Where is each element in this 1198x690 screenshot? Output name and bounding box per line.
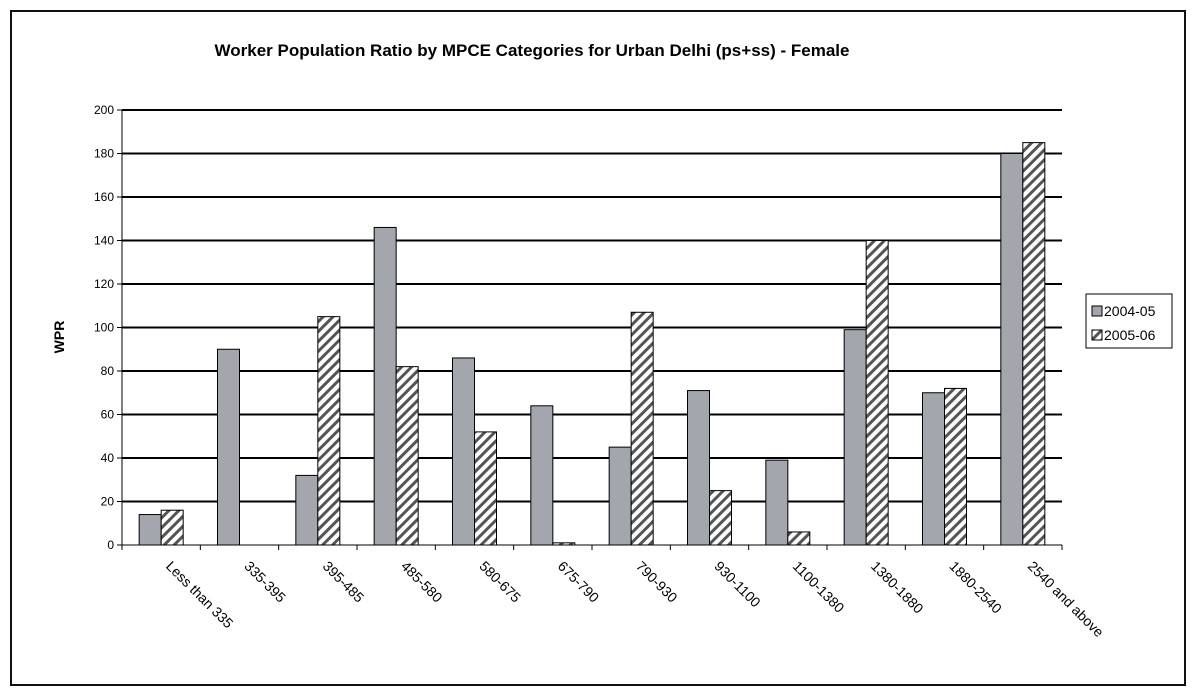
bar-2004-05-675-790 — [530, 405, 554, 546]
y-tick-label: 40 — [101, 451, 115, 465]
x-tick-label: 675-790 — [555, 558, 603, 606]
y-tick-label: 180 — [94, 147, 114, 161]
y-axis-label: WPR — [51, 321, 67, 354]
y-tick-label: 160 — [94, 190, 114, 204]
y-tick-label: 120 — [94, 277, 114, 291]
bar-2005-06-1380-1880 — [865, 240, 889, 546]
y-tick-label: 200 — [94, 103, 114, 117]
legend-label-2005-06: 2005-06 — [1104, 327, 1156, 343]
x-tick-label: 395-485 — [320, 558, 368, 606]
legend-label-2004-05: 2004-05 — [1104, 303, 1156, 319]
y-tick-label: 20 — [101, 495, 115, 509]
x-tick-label: 335-395 — [241, 558, 289, 606]
bar-2005-06-less-than-335 — [160, 509, 184, 546]
bar-2004-05-1880-2540 — [922, 392, 945, 546]
bar-2005-06-2540-and-above — [1022, 142, 1046, 546]
bar-2005-06-395-485 — [317, 316, 341, 546]
gridlines — [122, 109, 1062, 503]
bar-2004-05-less-than-335 — [138, 514, 162, 546]
x-tick-label: 485-580 — [398, 558, 446, 606]
y-tick-label: 60 — [101, 408, 115, 422]
x-tick-label: 790-930 — [633, 558, 681, 606]
x-tick-label: Less than 335 — [163, 558, 237, 632]
y-tick-label: 0 — [107, 538, 114, 552]
bars — [138, 142, 1046, 546]
x-tick-label: 580-675 — [476, 558, 524, 606]
x-tick-label: 1100-1380 — [790, 558, 848, 616]
bar-2004-05-930-1100 — [687, 390, 710, 546]
legend: 2004-05 2005-06 — [1085, 293, 1173, 349]
x-tick-label: 1380-1880 — [868, 558, 927, 617]
bar-2004-05-335-395 — [217, 348, 240, 546]
bar-2004-05-1380-1880 — [843, 329, 867, 546]
bar-2005-06-790-930 — [630, 311, 654, 546]
bar-2005-06-1880-2540 — [944, 387, 967, 546]
bar-2004-05-790-930 — [608, 446, 632, 546]
bar-2004-05-580-675 — [452, 357, 475, 546]
x-tick-label: 930-1100 — [711, 558, 764, 611]
bar-2004-05-1100-1380 — [765, 459, 789, 546]
legend-swatch-2005-06 — [1091, 329, 1103, 341]
chart-title: Worker Population Ratio by MPCE Categori… — [215, 41, 850, 60]
bar-2005-06-930-1100 — [709, 490, 732, 546]
y-tick-labels: 0 20 40 60 80 100 120 140 160 180 200 — [94, 103, 114, 552]
y-tick-label: 140 — [94, 234, 114, 248]
bar-2005-06-485-580 — [395, 366, 419, 546]
bar-2004-05-485-580 — [373, 226, 397, 546]
chart-frame: Worker Population Ratio by MPCE Categori… — [10, 10, 1186, 686]
axes — [117, 109, 1063, 550]
legend-swatch-2004-05 — [1091, 305, 1103, 317]
x-tick-label: 2540 and above — [1025, 558, 1107, 640]
bar-2005-06-580-675 — [474, 431, 497, 546]
x-tick-labels: Less than 335 335-395 395-485 485-580 580-67… — [163, 558, 1107, 640]
bar-2004-05-2540-and-above — [1000, 153, 1024, 546]
bar-2004-05-395-485 — [295, 474, 319, 546]
y-tick-label: 80 — [101, 364, 115, 378]
bar-chart: Worker Population Ratio by MPCE Categori… — [51, 41, 1173, 640]
bar-2005-06-1100-1380 — [787, 531, 811, 546]
x-tick-label: 1880-2540 — [946, 558, 1005, 617]
y-tick-label: 100 — [94, 321, 114, 335]
